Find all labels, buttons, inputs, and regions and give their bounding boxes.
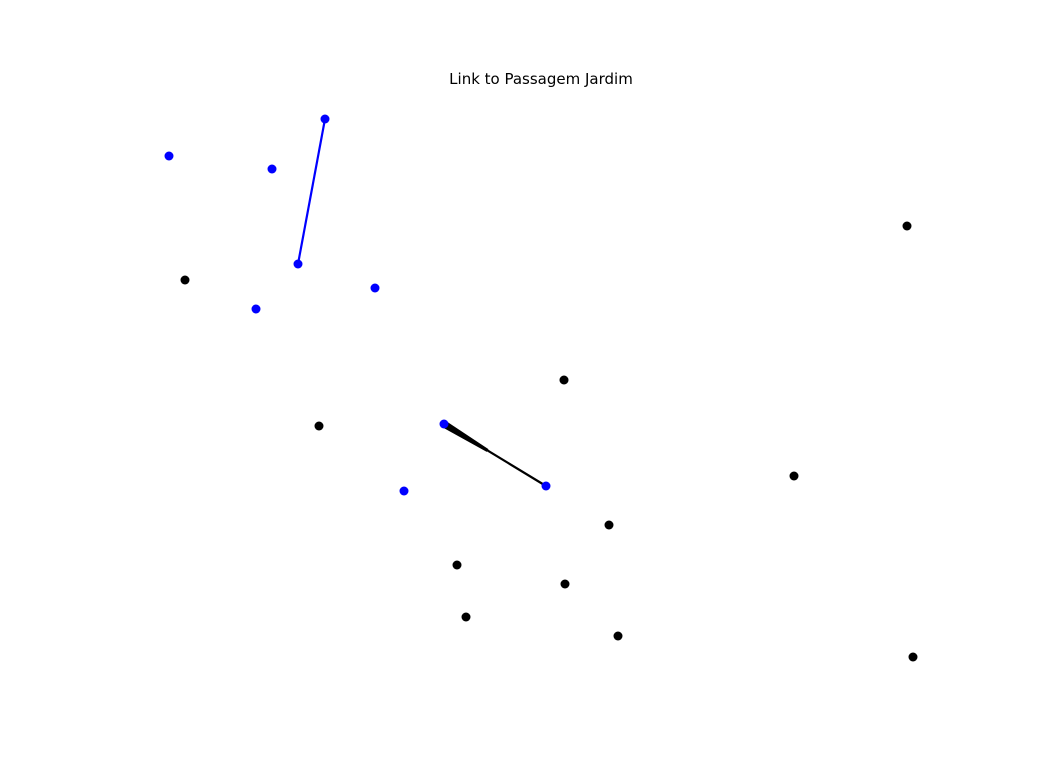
graph-node-highlighted [542,482,551,491]
graph-edge [443,421,546,486]
graph-node [181,276,190,285]
graph-node [462,613,471,622]
graph-node [903,222,912,231]
graph-node [453,561,462,570]
figure-title: Link to Passagem Jardim [449,70,633,88]
graph-node-highlighted [294,260,303,269]
graph-node [909,653,918,662]
edges-layer [298,119,546,486]
graph-edge-line [298,119,325,264]
graph-node-highlighted [268,165,277,174]
graph-node-highlighted [252,305,261,314]
graph-node-highlighted [371,284,380,293]
graph-node [315,422,324,431]
graph-node-highlighted [440,420,449,429]
graph-node [614,632,623,641]
graph-node-highlighted [165,152,174,161]
graph-edge [298,119,325,264]
graph-edge-arrowhead [443,421,488,451]
graph-node [561,580,570,589]
nodes-layer [165,115,918,662]
graph-node-highlighted [400,487,409,496]
graph-node [560,376,569,385]
graph-node [605,521,614,530]
graph-node-highlighted [321,115,330,124]
graph-node [790,472,799,481]
